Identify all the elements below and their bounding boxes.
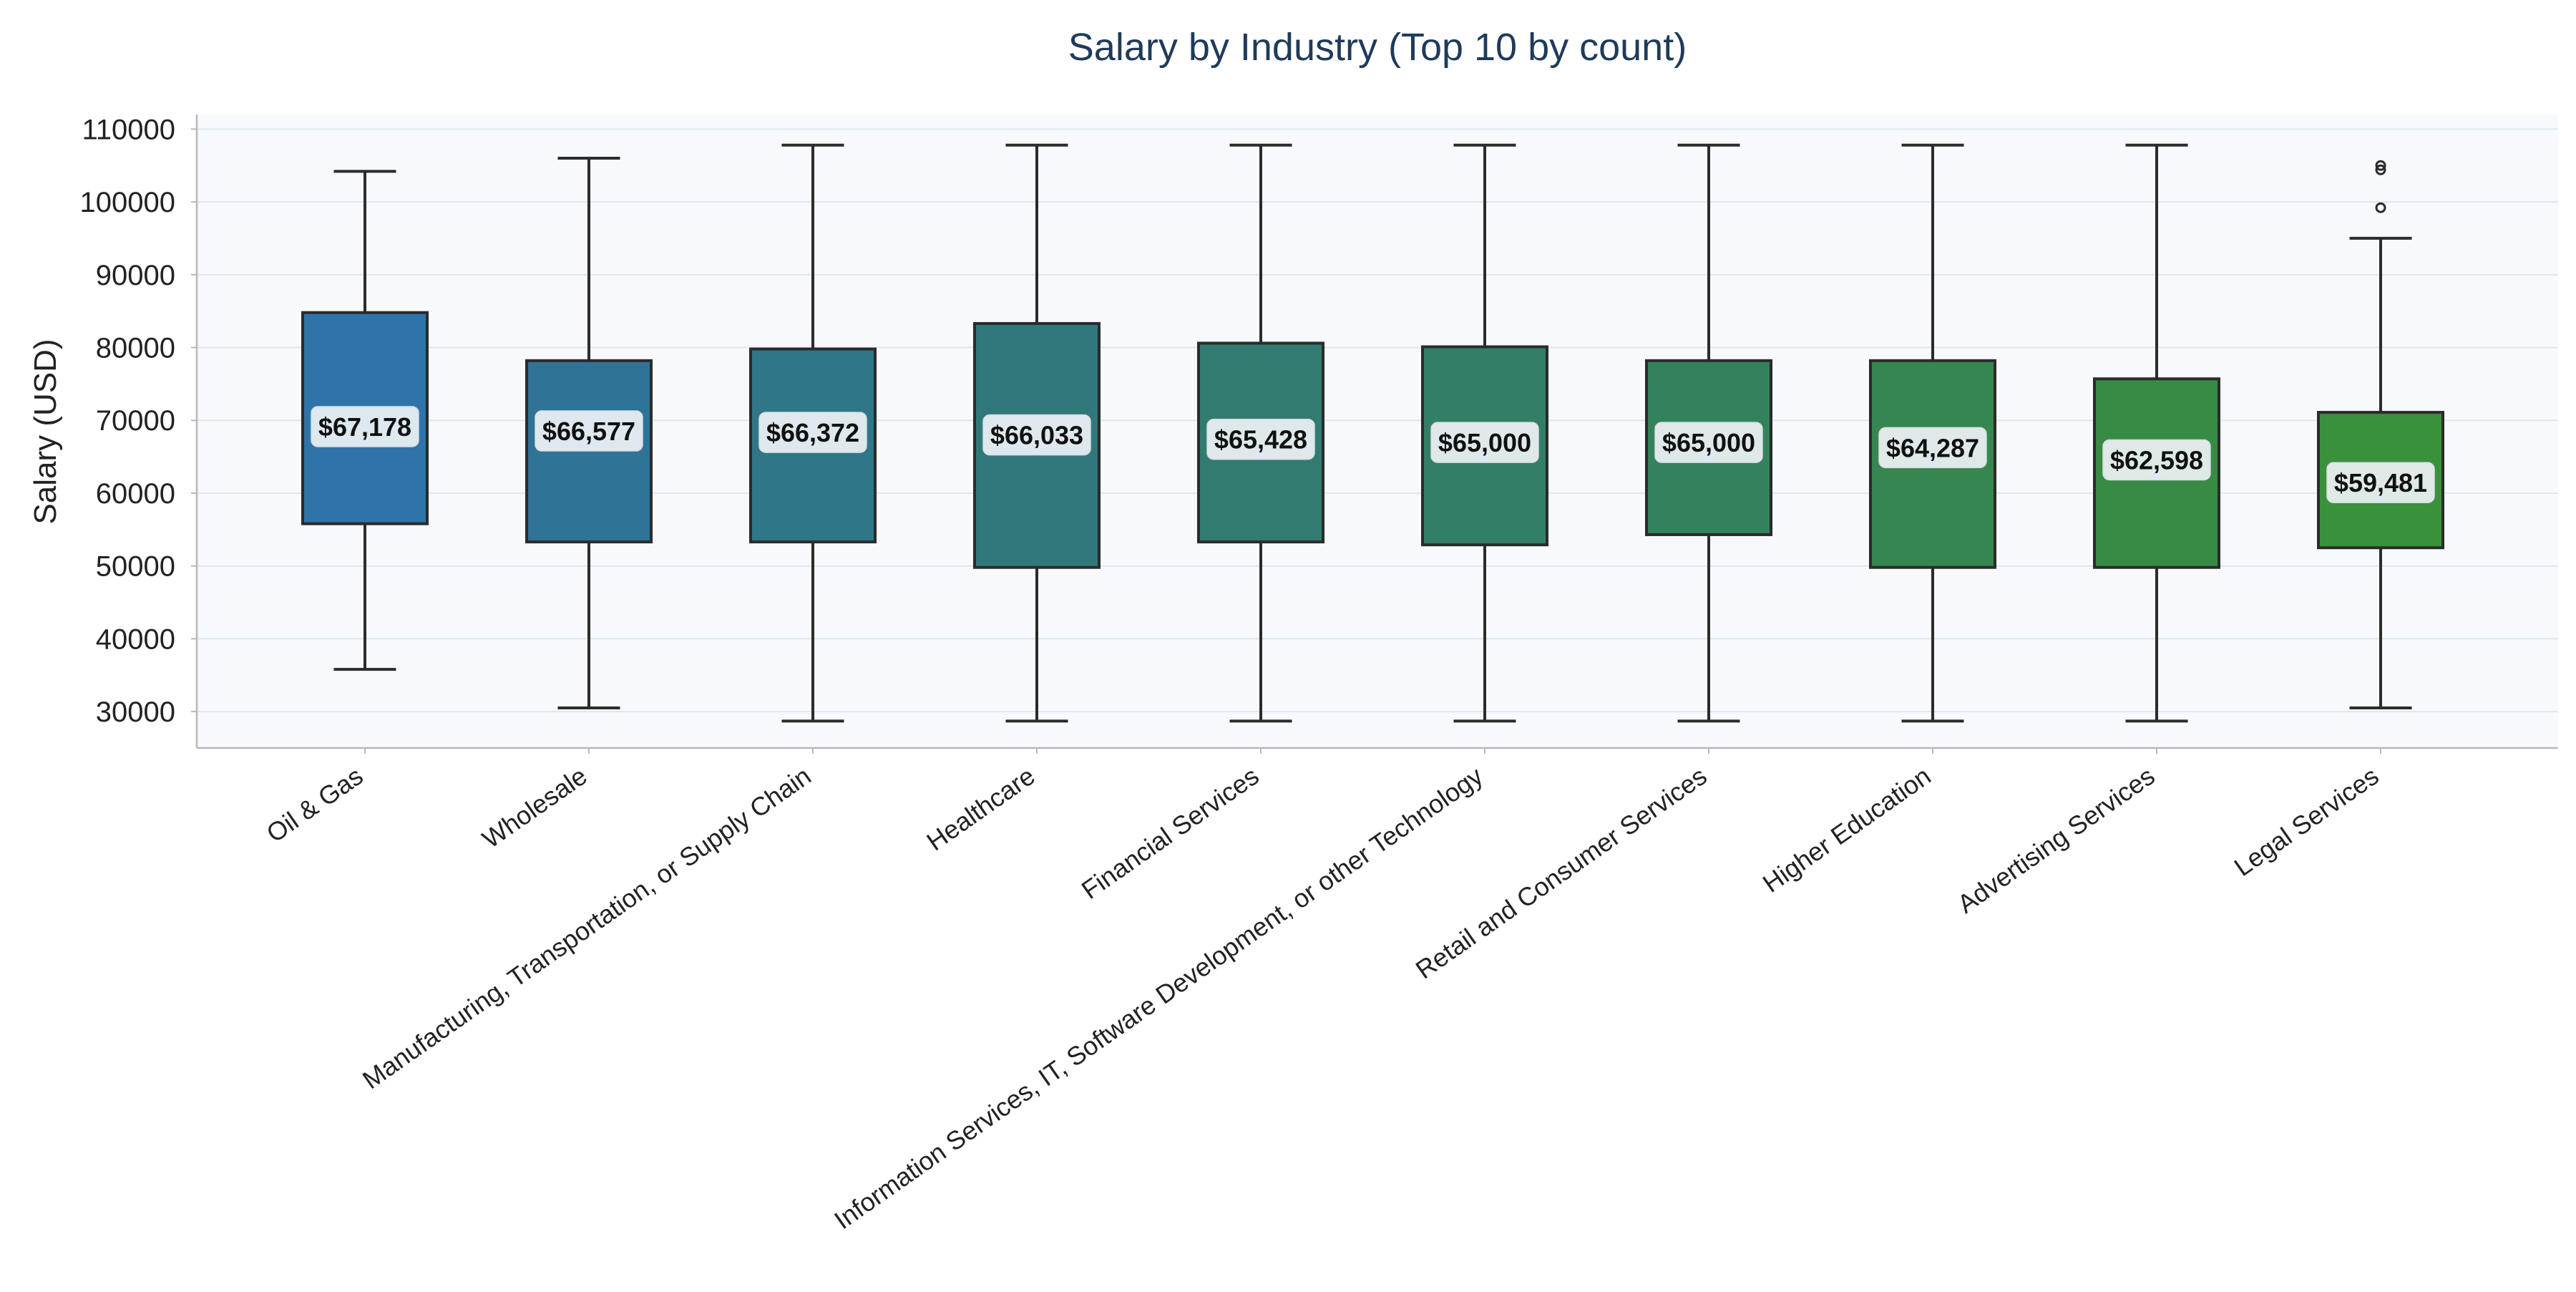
mean-label: $59,481 bbox=[2334, 468, 2427, 497]
mean-label-box bbox=[758, 412, 867, 453]
y-tick-label: 40000 bbox=[96, 623, 175, 655]
mean-label: $65,000 bbox=[1438, 428, 1531, 457]
y-tick-label: 70000 bbox=[96, 405, 175, 437]
outlier-point bbox=[2375, 164, 2386, 175]
mean-label: $67,178 bbox=[318, 412, 411, 442]
mean-label-box bbox=[982, 414, 1091, 456]
y-tick-label: 110000 bbox=[82, 114, 175, 145]
mean-label: $62,598 bbox=[2110, 446, 2203, 475]
mean-label: $65,000 bbox=[1662, 428, 1755, 457]
y-axis-label: Salary (USD) bbox=[28, 339, 63, 524]
y-tick-label: 30000 bbox=[96, 696, 175, 728]
mean-label-box bbox=[1654, 422, 1763, 463]
x-tick-label: Healthcare bbox=[921, 761, 1040, 856]
mean-label: $66,577 bbox=[542, 417, 635, 446]
mean-label-box bbox=[535, 410, 643, 452]
x-tick-label: Legal Services bbox=[2229, 761, 2384, 882]
mean-label: $65,428 bbox=[1214, 425, 1307, 455]
mean-label-box bbox=[1878, 427, 1987, 469]
mean-label-box bbox=[1430, 422, 1539, 463]
x-tick-label: Wholesale bbox=[477, 761, 592, 854]
y-tick-label: 90000 bbox=[96, 260, 175, 291]
chart-title: Salary by Industry (Top 10 by count) bbox=[1068, 26, 1687, 69]
y-tick-label: 50000 bbox=[96, 551, 175, 583]
mean-label: $66,372 bbox=[766, 418, 859, 447]
x-tick-label: Higher Education bbox=[1757, 761, 1936, 898]
x-tick-label: Financial Services bbox=[1076, 761, 1264, 905]
mean-label-box bbox=[2102, 439, 2211, 481]
mean-label: $64,287 bbox=[1886, 433, 1979, 462]
y-tick-label: 100000 bbox=[80, 187, 175, 218]
outlier-point bbox=[2375, 202, 2386, 213]
mean-label-box bbox=[311, 406, 419, 447]
x-tick-label: Advertising Services bbox=[1952, 761, 2160, 919]
x-tick-label: Oil & Gas bbox=[261, 761, 369, 848]
mean-label-box bbox=[1206, 418, 1315, 460]
x-tick-label: Manufacturing, Transportation, or Supply… bbox=[357, 761, 816, 1094]
outlier-point bbox=[2375, 160, 2386, 171]
mean-label-box bbox=[2326, 462, 2435, 503]
y-tick-label: 80000 bbox=[96, 333, 175, 364]
mean-label: $66,033 bbox=[990, 421, 1083, 450]
y-tick-label: 60000 bbox=[96, 478, 175, 510]
